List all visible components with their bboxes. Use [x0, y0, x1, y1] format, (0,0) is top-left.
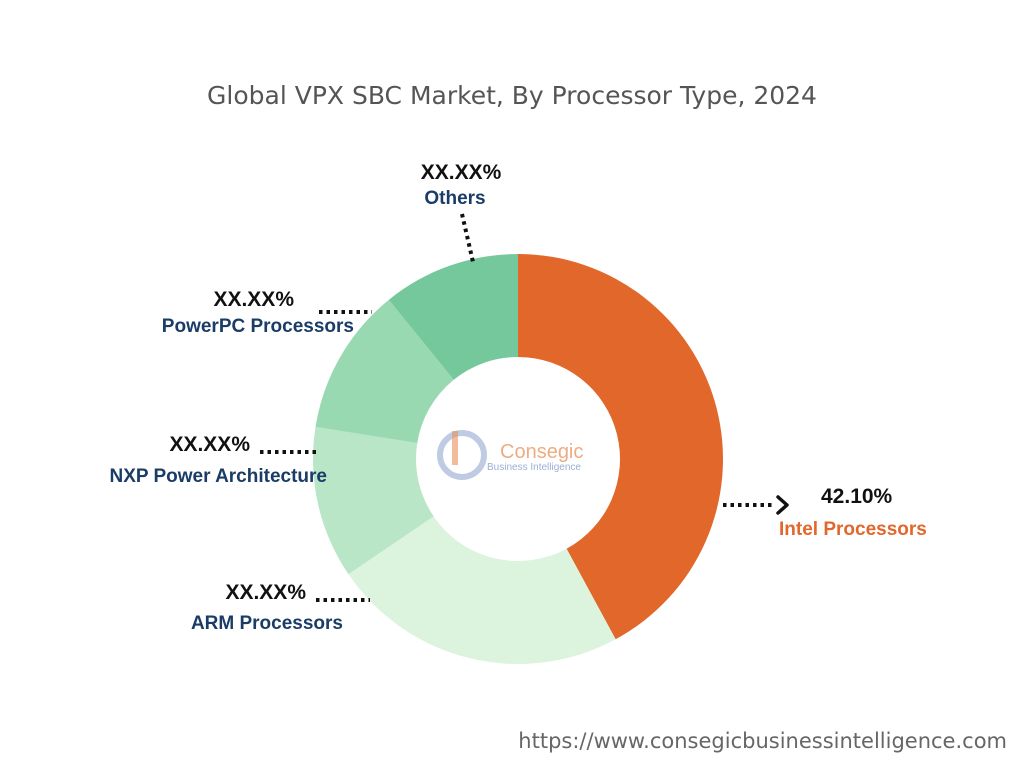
logo-bar-icon: [452, 431, 458, 465]
category-others: Others: [424, 188, 485, 209]
leader-others: [460, 213, 475, 263]
footer-url: https://www.consegicbusinessintelligence…: [518, 729, 1007, 753]
donut-slices: [313, 254, 723, 665]
consegic-logo: Consegic Business Intelligence: [437, 430, 583, 480]
label-intel-processors: 42.10% Intel Processors: [723, 485, 927, 540]
logo-tagline: Business Intelligence: [487, 462, 581, 473]
logo-ring-icon: [437, 430, 487, 480]
label-arm-processors: XX.XX% ARM Processors: [191, 581, 370, 634]
slice-arm-processors: [348, 516, 616, 665]
slice-others: [388, 254, 518, 380]
logo-name: Consegic: [500, 441, 583, 463]
value-arm: XX.XX%: [225, 581, 306, 604]
arrow-right-icon: [776, 495, 789, 515]
value-intel: 42.10%: [821, 485, 893, 508]
label-powerpc-processors: XX.XX% PowerPC Processors: [162, 288, 372, 337]
label-nxp-power-architecture: XX.XX% NXP Power Architecture: [109, 433, 327, 487]
category-intel: Intel Processors: [779, 519, 927, 540]
category-nxp: NXP Power Architecture: [109, 466, 327, 487]
slice-intel-processors: [518, 254, 723, 640]
label-others: XX.XX% Others: [421, 161, 502, 263]
chart-title: Global VPX SBC Market, By Processor Type…: [207, 81, 817, 110]
slice-nxp-power-architecture: [313, 426, 434, 575]
slice-powerpc-processors: [315, 299, 454, 444]
value-powerpc: XX.XX%: [213, 288, 294, 311]
value-others: XX.XX%: [421, 161, 502, 184]
value-nxp: XX.XX%: [169, 433, 250, 456]
category-powerpc: PowerPC Processors: [162, 316, 354, 337]
category-arm: ARM Processors: [191, 613, 343, 634]
